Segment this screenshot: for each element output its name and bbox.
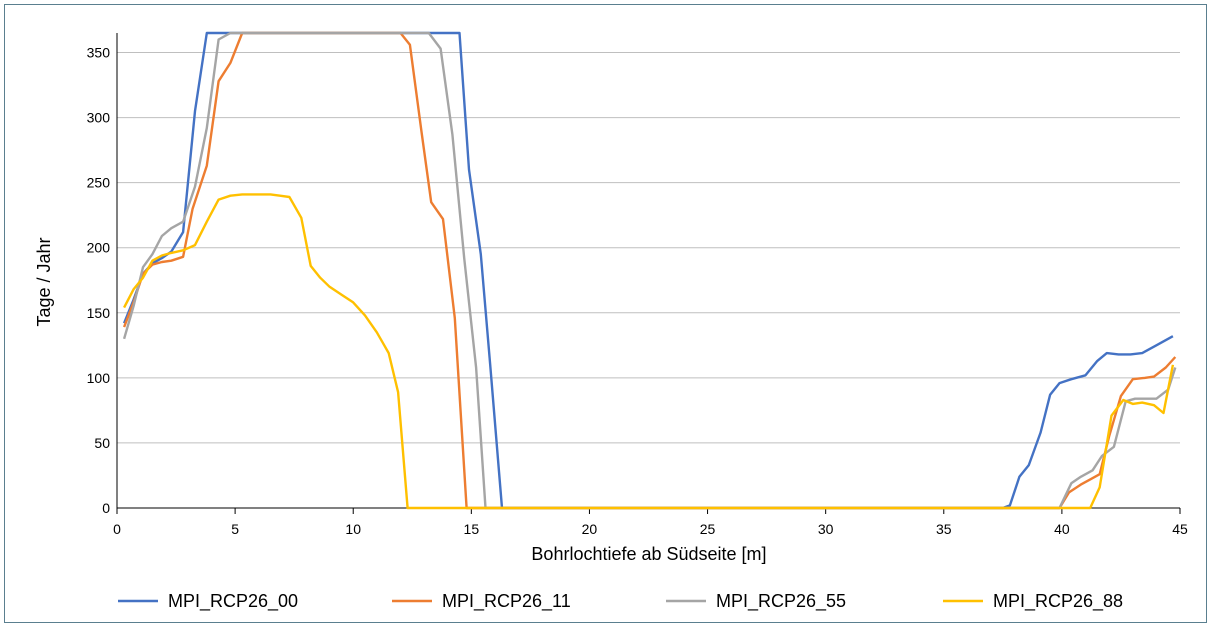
y-tick-labels: 0 50 100 150 200 250 300 350 xyxy=(87,45,111,516)
x-axis-label: Bohrlochtiefe ab Südseite [m] xyxy=(531,544,766,564)
x-tick-label: 10 xyxy=(345,521,361,537)
x-tick-label: 5 xyxy=(231,521,239,537)
legend-label: MPI_RCP26_00 xyxy=(168,591,298,612)
axes xyxy=(116,33,1181,514)
x-tick-label: 30 xyxy=(818,521,834,537)
x-tick-label: 20 xyxy=(582,521,598,537)
y-tick-label: 300 xyxy=(87,110,111,126)
y-axis-label: Tage / Jahr xyxy=(34,237,54,326)
gridlines xyxy=(117,52,1180,444)
series-line-mpi-rcp26-00 xyxy=(122,31,1174,510)
y-tick-label: 100 xyxy=(87,370,111,386)
y-tick-label: 250 xyxy=(87,175,111,191)
y-tick-label: 0 xyxy=(102,500,110,516)
legend: MPI_RCP26_00 MPI_RCP26_11 MPI_RCP26_55 MPI_… xyxy=(118,591,1123,612)
legend-label: MPI_RCP26_11 xyxy=(442,591,571,612)
series-lines xyxy=(122,31,1177,510)
x-tick-labels: 0 5 10 15 20 25 30 35 40 45 xyxy=(113,521,1188,537)
series-line-mpi-rcp26-55 xyxy=(122,31,1177,510)
x-tick-label: 40 xyxy=(1054,521,1070,537)
y-tick-label: 350 xyxy=(87,45,111,61)
chart-frame xyxy=(4,4,1207,623)
legend-label: MPI_RCP26_55 xyxy=(716,591,846,612)
legend-label: MPI_RCP26_88 xyxy=(993,591,1123,612)
x-tick-label: 0 xyxy=(113,521,121,537)
y-tick-label: 50 xyxy=(94,435,110,451)
y-tick-label: 150 xyxy=(87,305,111,321)
x-tick-label: 45 xyxy=(1172,521,1188,537)
x-tick-label: 15 xyxy=(464,521,480,537)
series-line-mpi-rcp26-88 xyxy=(123,193,1175,510)
x-tick-label: 35 xyxy=(936,521,952,537)
series-line-mpi-rcp26-11 xyxy=(122,31,1177,510)
y-tick-label: 200 xyxy=(87,240,111,256)
x-tick-label: 25 xyxy=(700,521,716,537)
